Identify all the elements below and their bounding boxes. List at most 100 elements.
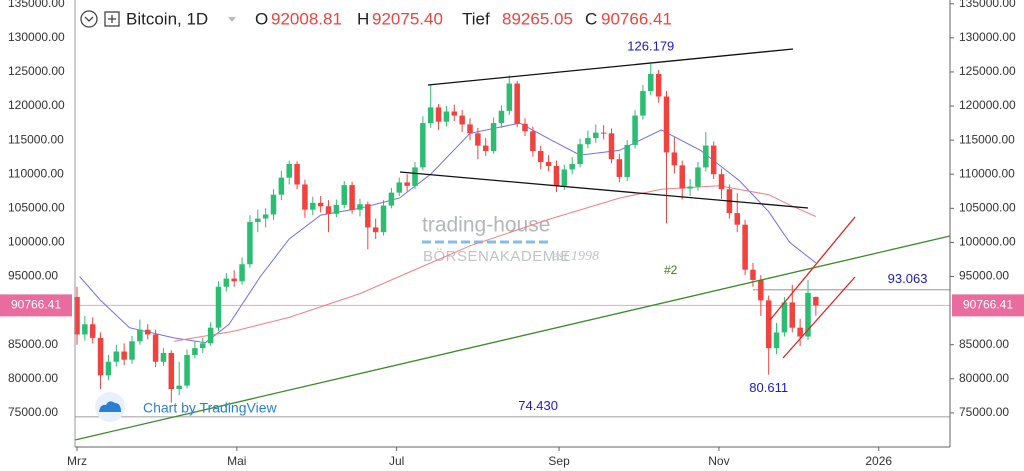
annotation-label: 74.430: [518, 398, 558, 413]
candle-body: [372, 227, 379, 233]
ohlc-value: 92008.81: [271, 9, 342, 28]
candle-body: [247, 221, 253, 265]
drawings: #2: [74, 48, 951, 441]
ohlc-value: 90766.41: [601, 9, 672, 28]
y-tick-label: 95000.00: [959, 269, 1009, 283]
candle-body: [624, 144, 630, 177]
watermark: trading-house BÖRSENAKADEMIE est 1998: [422, 214, 599, 265]
y-tick-label: 110000.00: [8, 166, 64, 180]
candle-body: [537, 151, 544, 162]
candle-body: [608, 133, 615, 160]
candle-body: [734, 213, 741, 225]
ohlc-value: 92075.40: [372, 9, 443, 28]
candle-body: [632, 115, 638, 145]
y-tick-label: 135000.00: [8, 0, 65, 10]
watermark-year: est 1998: [552, 249, 599, 264]
price-tag-label: 90766.41: [11, 298, 61, 312]
candle-body: [585, 138, 591, 145]
compare-button[interactable]: [104, 11, 120, 27]
candle-body: [168, 352, 175, 390]
candle-body: [750, 269, 756, 280]
y-tick-label: 95000.00: [8, 269, 58, 283]
x-tick-label: Mrz: [67, 454, 87, 468]
ohlc-label: O: [255, 9, 268, 28]
candle-body: [278, 177, 285, 195]
annotation-label: 93.063: [888, 271, 928, 286]
candle-body: [380, 205, 387, 233]
candle-body: [255, 218, 261, 222]
candle-body: [97, 337, 104, 376]
y-tick-label: 135000.00: [959, 0, 1016, 10]
candle-body: [365, 204, 371, 228]
candle-body: [467, 124, 473, 134]
candle-body: [325, 206, 332, 214]
trend-line: [74, 235, 951, 441]
chevron-icon: [84, 16, 94, 22]
candle-body: [530, 131, 536, 152]
y-tick-label: 125000.00: [8, 64, 65, 78]
candle-body: [82, 324, 88, 335]
candle-body: [506, 83, 513, 111]
logo-cloud: [99, 401, 121, 412]
candle-body: [482, 145, 489, 152]
candle-body: [349, 185, 355, 210]
attribution-text[interactable]: Chart by TradingView: [143, 400, 277, 416]
candle-body: [231, 278, 237, 282]
ohlc-label: H: [357, 9, 369, 28]
header: Bitcoin, 1D O 92008.81 H 92075.40 Tief 8…: [80, 9, 672, 28]
candle-body: [310, 202, 316, 210]
candle-body: [648, 73, 654, 92]
candle-body: [695, 167, 701, 187]
candle-body: [223, 278, 230, 287]
candle-body: [773, 332, 780, 349]
candle-body: [105, 361, 112, 376]
candle-body: [176, 385, 182, 390]
y-tick-label: 85000.00: [959, 337, 1009, 351]
candle-body: [137, 329, 143, 342]
candle-body: [522, 123, 528, 132]
y-tick-label: 120000.00: [8, 98, 65, 112]
candle-body: [569, 164, 575, 170]
x-tick-label: Sep: [548, 454, 570, 468]
trend-line: [769, 216, 856, 321]
candle-body: [294, 164, 300, 185]
candle-body: [270, 194, 277, 215]
candle-body: [561, 169, 568, 186]
price-tag: [0, 294, 72, 317]
candle-body: [200, 343, 206, 349]
candle-body: [640, 91, 646, 116]
attribution[interactable]: Chart by TradingView: [95, 392, 277, 422]
candle-body: [420, 123, 426, 168]
y-tick-label: 110000.00: [959, 166, 1015, 180]
y-tick-label: 130000.00: [8, 30, 65, 44]
candle-body: [412, 167, 418, 186]
candle-body: [545, 161, 552, 167]
dropdown-icon[interactable]: [228, 17, 236, 22]
trend-line: [427, 48, 794, 86]
y-tick-label: 80000.00: [959, 371, 1009, 385]
candle-body: [404, 182, 410, 186]
symbol[interactable]: Bitcoin, 1D: [126, 9, 208, 28]
ohlc-label: C: [585, 9, 597, 28]
collapse-button[interactable]: [80, 10, 98, 28]
candle-body: [781, 302, 788, 333]
candle-body: [459, 115, 465, 125]
candle-body: [805, 292, 811, 337]
y-tick-label: 100000.00: [8, 235, 65, 249]
candle-body: [357, 204, 363, 210]
candle-body: [797, 327, 803, 337]
candle-body: [388, 192, 395, 206]
candle-body: [74, 296, 80, 335]
y-tick-label: 115000.00: [959, 132, 1015, 146]
candle-body: [475, 133, 481, 146]
candle-body: [184, 354, 190, 386]
candle-body: [718, 174, 725, 190]
watermark-subtitle: BÖRSENAKADEMIE: [423, 247, 571, 265]
candle-body: [710, 145, 717, 175]
candle-body: [663, 96, 670, 153]
candle-body: [89, 324, 96, 338]
annotation-label: 80.611: [749, 380, 788, 395]
